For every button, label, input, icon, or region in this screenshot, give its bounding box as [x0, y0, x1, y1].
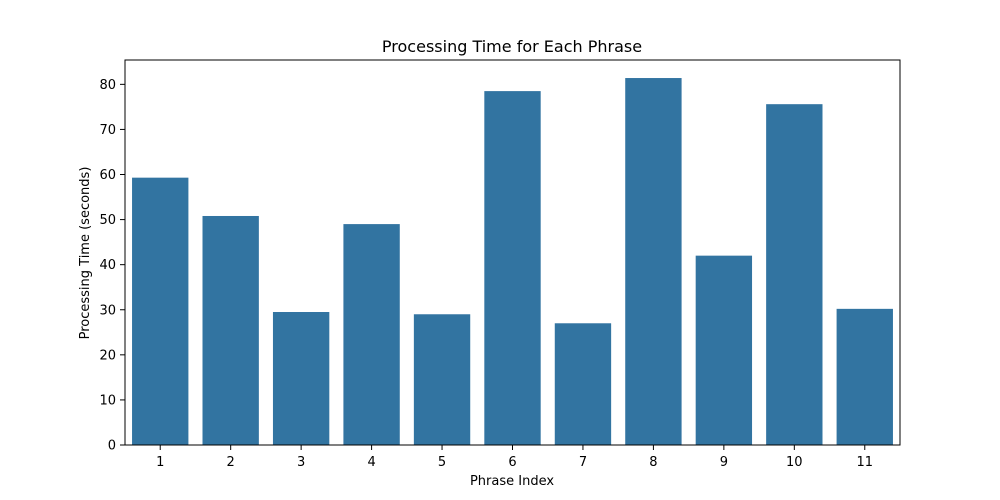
- y-tick-label-80: 80: [99, 78, 116, 93]
- y-tick-label-0: 0: [108, 439, 116, 454]
- bar-7: [554, 323, 612, 445]
- x-tick-label-1: 1: [156, 455, 164, 470]
- y-axis-label: Processing Time (seconds): [78, 167, 93, 340]
- y-tick-label-30: 30: [99, 303, 116, 318]
- bar-5: [413, 314, 471, 445]
- bar-4: [343, 224, 400, 445]
- chart-title: Processing Time for Each Phrase: [382, 37, 642, 56]
- y-tick-label-20: 20: [99, 348, 116, 363]
- bar-3: [272, 312, 330, 445]
- y-tick-label-60: 60: [99, 168, 116, 183]
- x-tick-label-11: 11: [856, 455, 873, 470]
- bar-6: [484, 91, 541, 445]
- x-tick-label-10: 10: [786, 455, 803, 470]
- x-tick-label-9: 9: [720, 455, 728, 470]
- x-tick-label-2: 2: [227, 455, 235, 470]
- bar-1: [132, 177, 189, 445]
- x-axis: 1 2 3 4 5 6 7 8 9 10 11: [156, 445, 873, 470]
- x-axis-label: Phrase Index: [470, 474, 554, 489]
- x-tick-label-8: 8: [649, 455, 657, 470]
- y-tick-label-40: 40: [99, 258, 116, 273]
- y-tick-label-10: 10: [99, 393, 116, 408]
- bar-10: [766, 104, 823, 445]
- y-tick-label-50: 50: [99, 213, 116, 228]
- bar-8: [625, 78, 682, 446]
- bar-2: [202, 215, 259, 445]
- x-tick-label-3: 3: [297, 455, 305, 470]
- x-tick-label-5: 5: [438, 455, 446, 470]
- x-tick-label-7: 7: [579, 455, 587, 470]
- y-tick-label-70: 70: [99, 123, 116, 138]
- y-axis: 0 10 20 30 40 50 60 70 80: [99, 78, 125, 454]
- plot-frame: [124, 59, 901, 446]
- x-tick-label-6: 6: [508, 455, 516, 470]
- bars-layer: [132, 78, 893, 446]
- x-tick-label-4: 4: [367, 455, 375, 470]
- bar-9: [695, 255, 753, 445]
- bar-11: [836, 308, 893, 445]
